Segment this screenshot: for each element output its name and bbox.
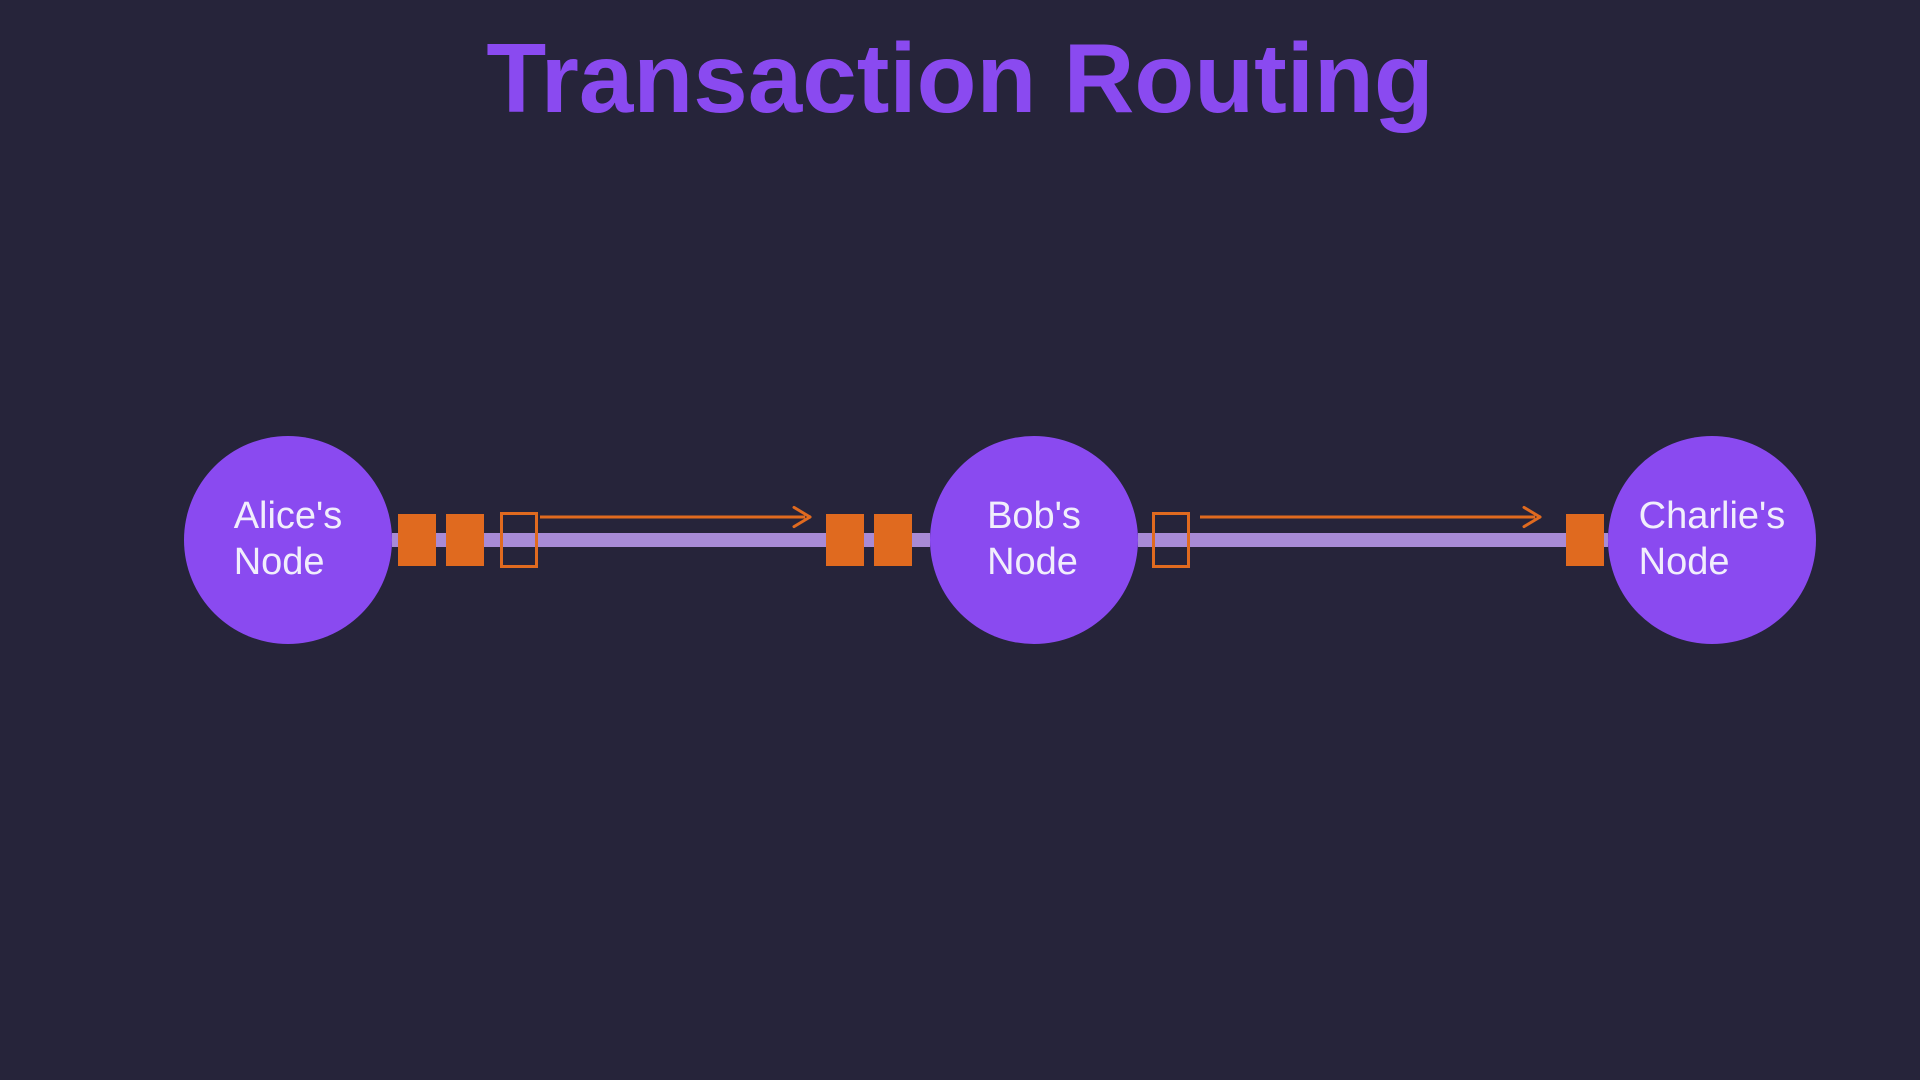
node-alice: Alice's Node [184,436,392,644]
node-label: Charlie's Node [1621,494,1804,585]
node-charlie: Charlie's Node [1608,436,1816,644]
node-label: Bob's Node [969,494,1099,585]
diagram-stage: Transaction Routing Alice's NodeBob's No… [0,0,1920,1080]
node-bob: Bob's Node [930,436,1138,644]
node-label: Alice's Node [216,494,361,585]
